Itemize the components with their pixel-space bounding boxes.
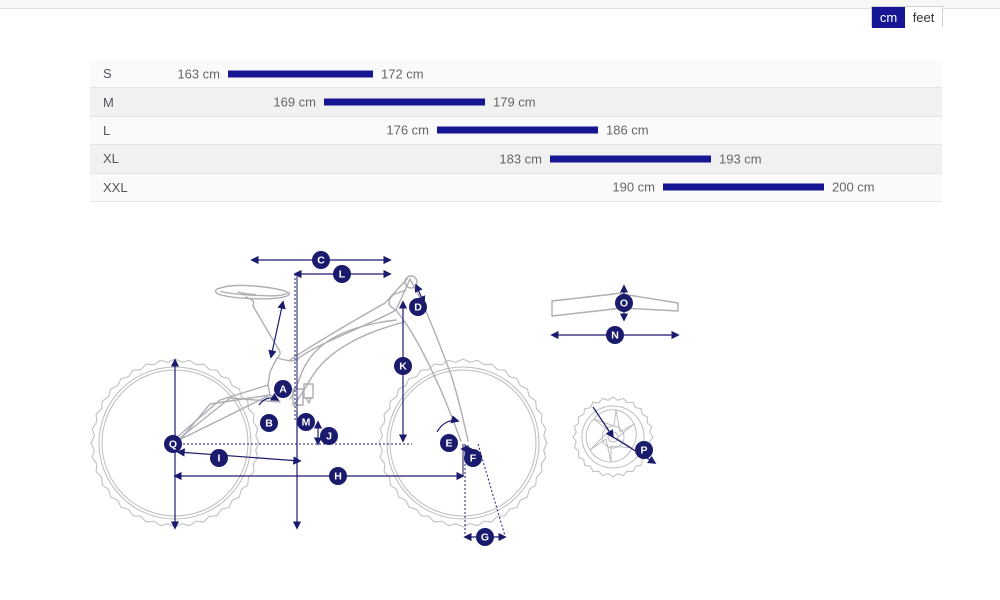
svg-text:N: N xyxy=(611,330,619,342)
svg-text:O: O xyxy=(620,298,628,310)
svg-text:J: J xyxy=(326,431,332,443)
svg-text:H: H xyxy=(334,471,342,483)
svg-text:D: D xyxy=(414,302,422,314)
svg-text:A: A xyxy=(279,384,287,396)
svg-text:K: K xyxy=(399,361,407,373)
svg-text:G: G xyxy=(481,532,489,544)
svg-text:I: I xyxy=(218,453,221,465)
svg-text:E: E xyxy=(445,438,452,450)
svg-text:P: P xyxy=(640,445,647,457)
svg-text:B: B xyxy=(265,418,273,430)
svg-text:M: M xyxy=(302,417,311,429)
svg-text:F: F xyxy=(470,453,477,465)
svg-text:C: C xyxy=(317,255,325,267)
svg-text:L: L xyxy=(339,269,346,281)
svg-text:Q: Q xyxy=(169,439,177,451)
